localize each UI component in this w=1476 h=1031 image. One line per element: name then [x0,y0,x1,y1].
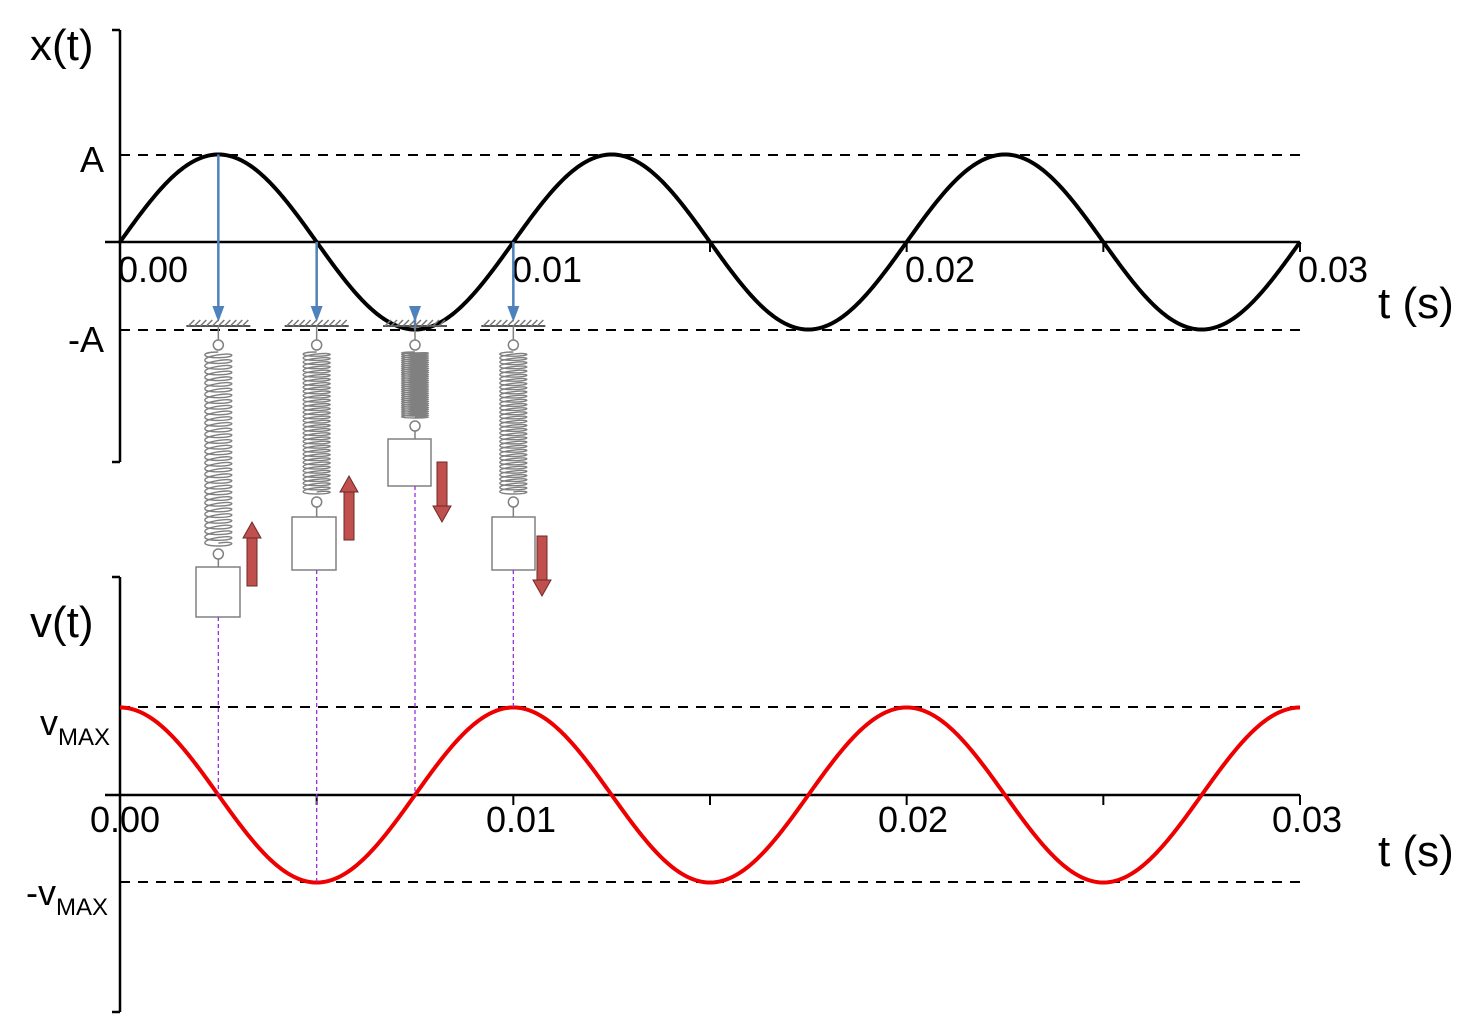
velocity-arrow-down-head [532,579,552,598]
velocity-arrow-down-shaft [536,535,548,581]
ceiling-hatch [304,319,312,327]
spring-bottom-hook [310,496,323,508]
ceiling-hatch [384,319,392,327]
velocity-xtick-label-3: 0.03 [1272,799,1342,840]
spring-mass [491,516,536,571]
velocity-xtick-label-2: 0.02 [878,799,948,840]
spring-bottom-hook [212,548,225,560]
ceiling-hatch [438,319,446,327]
ceiling-hatch [229,319,237,327]
position-ytick-min: -A [68,319,104,360]
velocity-arrow-up-head [242,520,262,539]
position-xtick-label-0: 0.00 [118,249,188,290]
velocity-xtick-label-1: 0.01 [486,799,556,840]
ceiling-hatch [426,319,434,327]
ceiling-hatch [193,319,201,327]
velocity-xtick-label-0: 0.00 [90,799,160,840]
ceiling-hatch [340,319,348,327]
velocity-chart: v(t) t (s) vMAX -vMAX 0.00 0.01 0.02 0.0… [26,575,1454,1014]
spring-3 [383,306,452,795]
spring-coil [204,351,233,547]
projection-arrow-head [310,306,323,322]
ceiling-hatch [518,319,526,327]
velocity-ytick-min-main: -v [26,872,56,913]
ceiling-hatch [328,319,336,327]
spring-bottom-hook [507,496,520,508]
spring-1 [186,154,262,795]
ceiling-hatch [241,319,249,327]
ceiling-hatch [408,319,416,327]
ceiling-hatch [316,319,324,327]
ceiling-hatch [310,319,318,327]
position-y-label: x(t) [30,21,94,70]
ceiling-hatch [390,319,398,327]
velocity-curve [119,705,1301,885]
position-ytick-max: A [80,139,104,180]
ceiling-hatch [488,319,496,327]
velocity-ytick-min: -vMAX [26,872,108,921]
spring-2 [284,242,359,883]
spring-top-hook [310,339,323,351]
ceiling-hatch [217,319,225,327]
velocity-x-label: t (s) [1378,827,1454,876]
ceiling-hatch [524,319,532,327]
ceiling-hatch [530,319,538,327]
ceiling-hatch [205,319,213,327]
ceiling-hatch [420,319,428,327]
spring-top-hook [212,339,225,351]
spring-coil [302,351,331,495]
velocity-arrow-down-head [432,505,452,524]
velocity-arrow-down-shaft [436,461,448,507]
ceiling-hatch [292,319,300,327]
velocity-x-ticks [119,795,1301,805]
ceiling-hatch [506,319,514,327]
position-x-label: t (s) [1378,279,1454,328]
projection-arrow-head [409,306,421,322]
ceiling-hatch [482,319,490,327]
position-chart: x(t) t (s) A -A 0.00 0.01 0.02 0.03 [30,21,1454,464]
ceiling-hatch [235,319,243,327]
velocity-ytick-max-sub: MAX [58,724,110,751]
spring-coil [400,351,430,419]
spring-4 [481,242,552,708]
ceiling-hatch [223,319,231,327]
ceiling-hatch [536,319,544,327]
spring-illustrations [186,154,552,883]
velocity-arrow-up-head [339,474,359,493]
projection-arrow-head [507,306,520,322]
ceiling-hatch [199,319,207,327]
position-xtick-label-3: 0.03 [1298,249,1368,290]
position-xtick-label-2: 0.02 [905,249,975,290]
position-xtick-label-1: 0.01 [512,249,582,290]
spring-top-hook [507,339,520,351]
velocity-arrow-up-shaft [343,491,355,541]
projection-arrow-head [212,306,225,322]
ceiling-hatch [414,319,422,327]
ceiling-hatch [334,319,342,327]
velocity-ytick-max-main: v [40,702,58,743]
spring-mass [291,516,337,571]
velocity-y-label: v(t) [30,598,94,647]
spring-coil [499,351,528,495]
ceiling-hatch [286,319,294,327]
ceiling-hatch [500,319,508,327]
velocity-ytick-max: vMAX [40,702,110,751]
velocity-ytick-min-sub: MAX [56,894,108,921]
spring-mass [387,438,432,487]
spring-top-hook [409,339,421,351]
spring-mass [195,566,241,618]
ceiling-hatch [432,319,440,327]
ceiling-hatch [187,319,195,327]
velocity-arrow-up-shaft [246,537,258,587]
ceiling-hatch [211,319,219,327]
ceiling-hatch [402,319,410,327]
ceiling-hatch [494,319,502,327]
ceiling-hatch [396,319,404,327]
ceiling-hatch [298,319,306,327]
ceiling-hatch [512,319,520,327]
ceiling-hatch [322,319,330,327]
spring-bottom-hook [409,420,421,432]
